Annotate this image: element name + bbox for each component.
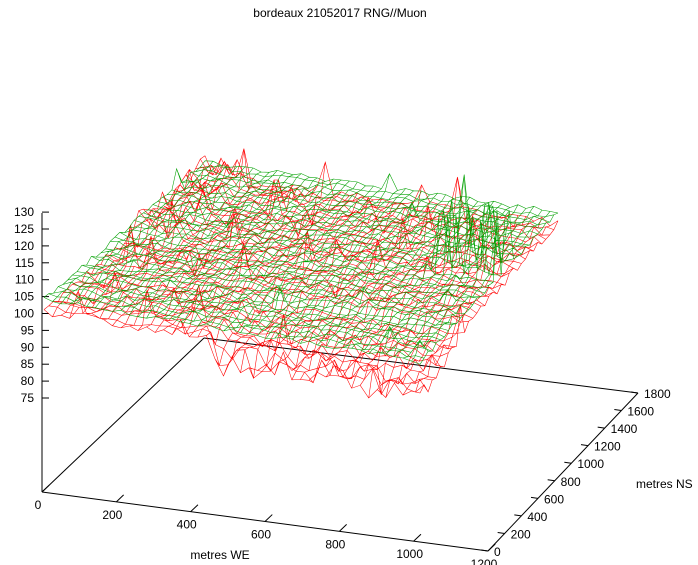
x-tick-mark xyxy=(413,533,422,542)
x-tick-label: 0 xyxy=(35,498,42,512)
y-tick-label: 1400 xyxy=(611,422,638,436)
y-axis-label: metres NS xyxy=(636,477,693,491)
x-axis-ticks: 0 200 400 600 800 1000 1200 xyxy=(35,484,498,565)
y-tick-label: 0 xyxy=(494,545,501,559)
x-tick-mark xyxy=(338,524,347,532)
z-tick-label: 75 xyxy=(21,391,35,405)
x-tick-label: 1000 xyxy=(396,547,423,561)
z-tick-label: 115 xyxy=(15,256,34,270)
y-tick-label: 600 xyxy=(544,492,564,506)
x-tick-mark xyxy=(115,494,124,503)
z-tick-label: 105 xyxy=(14,290,34,304)
axis-y-left xyxy=(41,337,205,493)
y-tick-mark xyxy=(580,444,589,447)
y-tick-mark xyxy=(630,391,639,394)
z-tick-label: 90 xyxy=(21,340,35,354)
z-tick-label: 80 xyxy=(21,374,35,388)
z-tick-label: 125 xyxy=(14,222,34,236)
y-tick-label: 400 xyxy=(527,510,547,524)
z-tick-label: 85 xyxy=(21,357,35,371)
z-axis-ticks: 75 80 85 90 95 100 105 110 115 120 125 130 xyxy=(14,205,49,405)
y-tick-mark xyxy=(480,549,489,552)
y-tick-label: 1600 xyxy=(627,405,654,419)
axis-x-back xyxy=(203,337,639,394)
y-tick-label: 800 xyxy=(561,475,581,489)
x-tick-label: 1200 xyxy=(471,557,498,565)
chart-title: bordeaux 21052017 RNG//Muon xyxy=(253,6,426,20)
z-tick-label: 95 xyxy=(21,323,35,337)
x-tick-label: 800 xyxy=(325,537,345,551)
surface-green-wireframe xyxy=(43,160,559,365)
axis-y-right xyxy=(487,392,639,552)
y-axis-ticks: 0 200 400 600 800 1000 1200 1400 1600 1800 xyxy=(480,387,671,559)
y-tick-mark xyxy=(597,426,605,429)
z-tick-label: 130 xyxy=(14,205,34,219)
x-tick-label: 200 xyxy=(102,508,122,522)
y-tick-label: 1000 xyxy=(577,457,604,471)
y-tick-mark xyxy=(564,461,572,464)
x-tick-mark xyxy=(487,543,496,552)
z-tick-label: 110 xyxy=(15,273,34,287)
x-tick-mark xyxy=(264,514,273,522)
z-tick-label: 120 xyxy=(14,239,34,253)
y-tick-mark xyxy=(497,531,505,534)
y-tick-mark xyxy=(530,496,539,499)
y-tick-label: 1200 xyxy=(594,440,621,454)
z-tick-label: 100 xyxy=(14,307,34,321)
x-tick-label: 400 xyxy=(177,518,197,532)
y-tick-label: 1800 xyxy=(644,387,671,401)
x-axis-label: metres WE xyxy=(190,548,249,562)
y-tick-label: 200 xyxy=(511,527,531,541)
y-tick-mark xyxy=(614,409,622,412)
surface-green-mesh xyxy=(43,160,559,365)
x-tick-mark xyxy=(41,484,50,493)
y-tick-mark xyxy=(514,514,522,517)
x-tick-mark xyxy=(190,504,199,513)
y-tick-mark xyxy=(547,479,555,482)
x-tick-label: 600 xyxy=(251,528,271,542)
